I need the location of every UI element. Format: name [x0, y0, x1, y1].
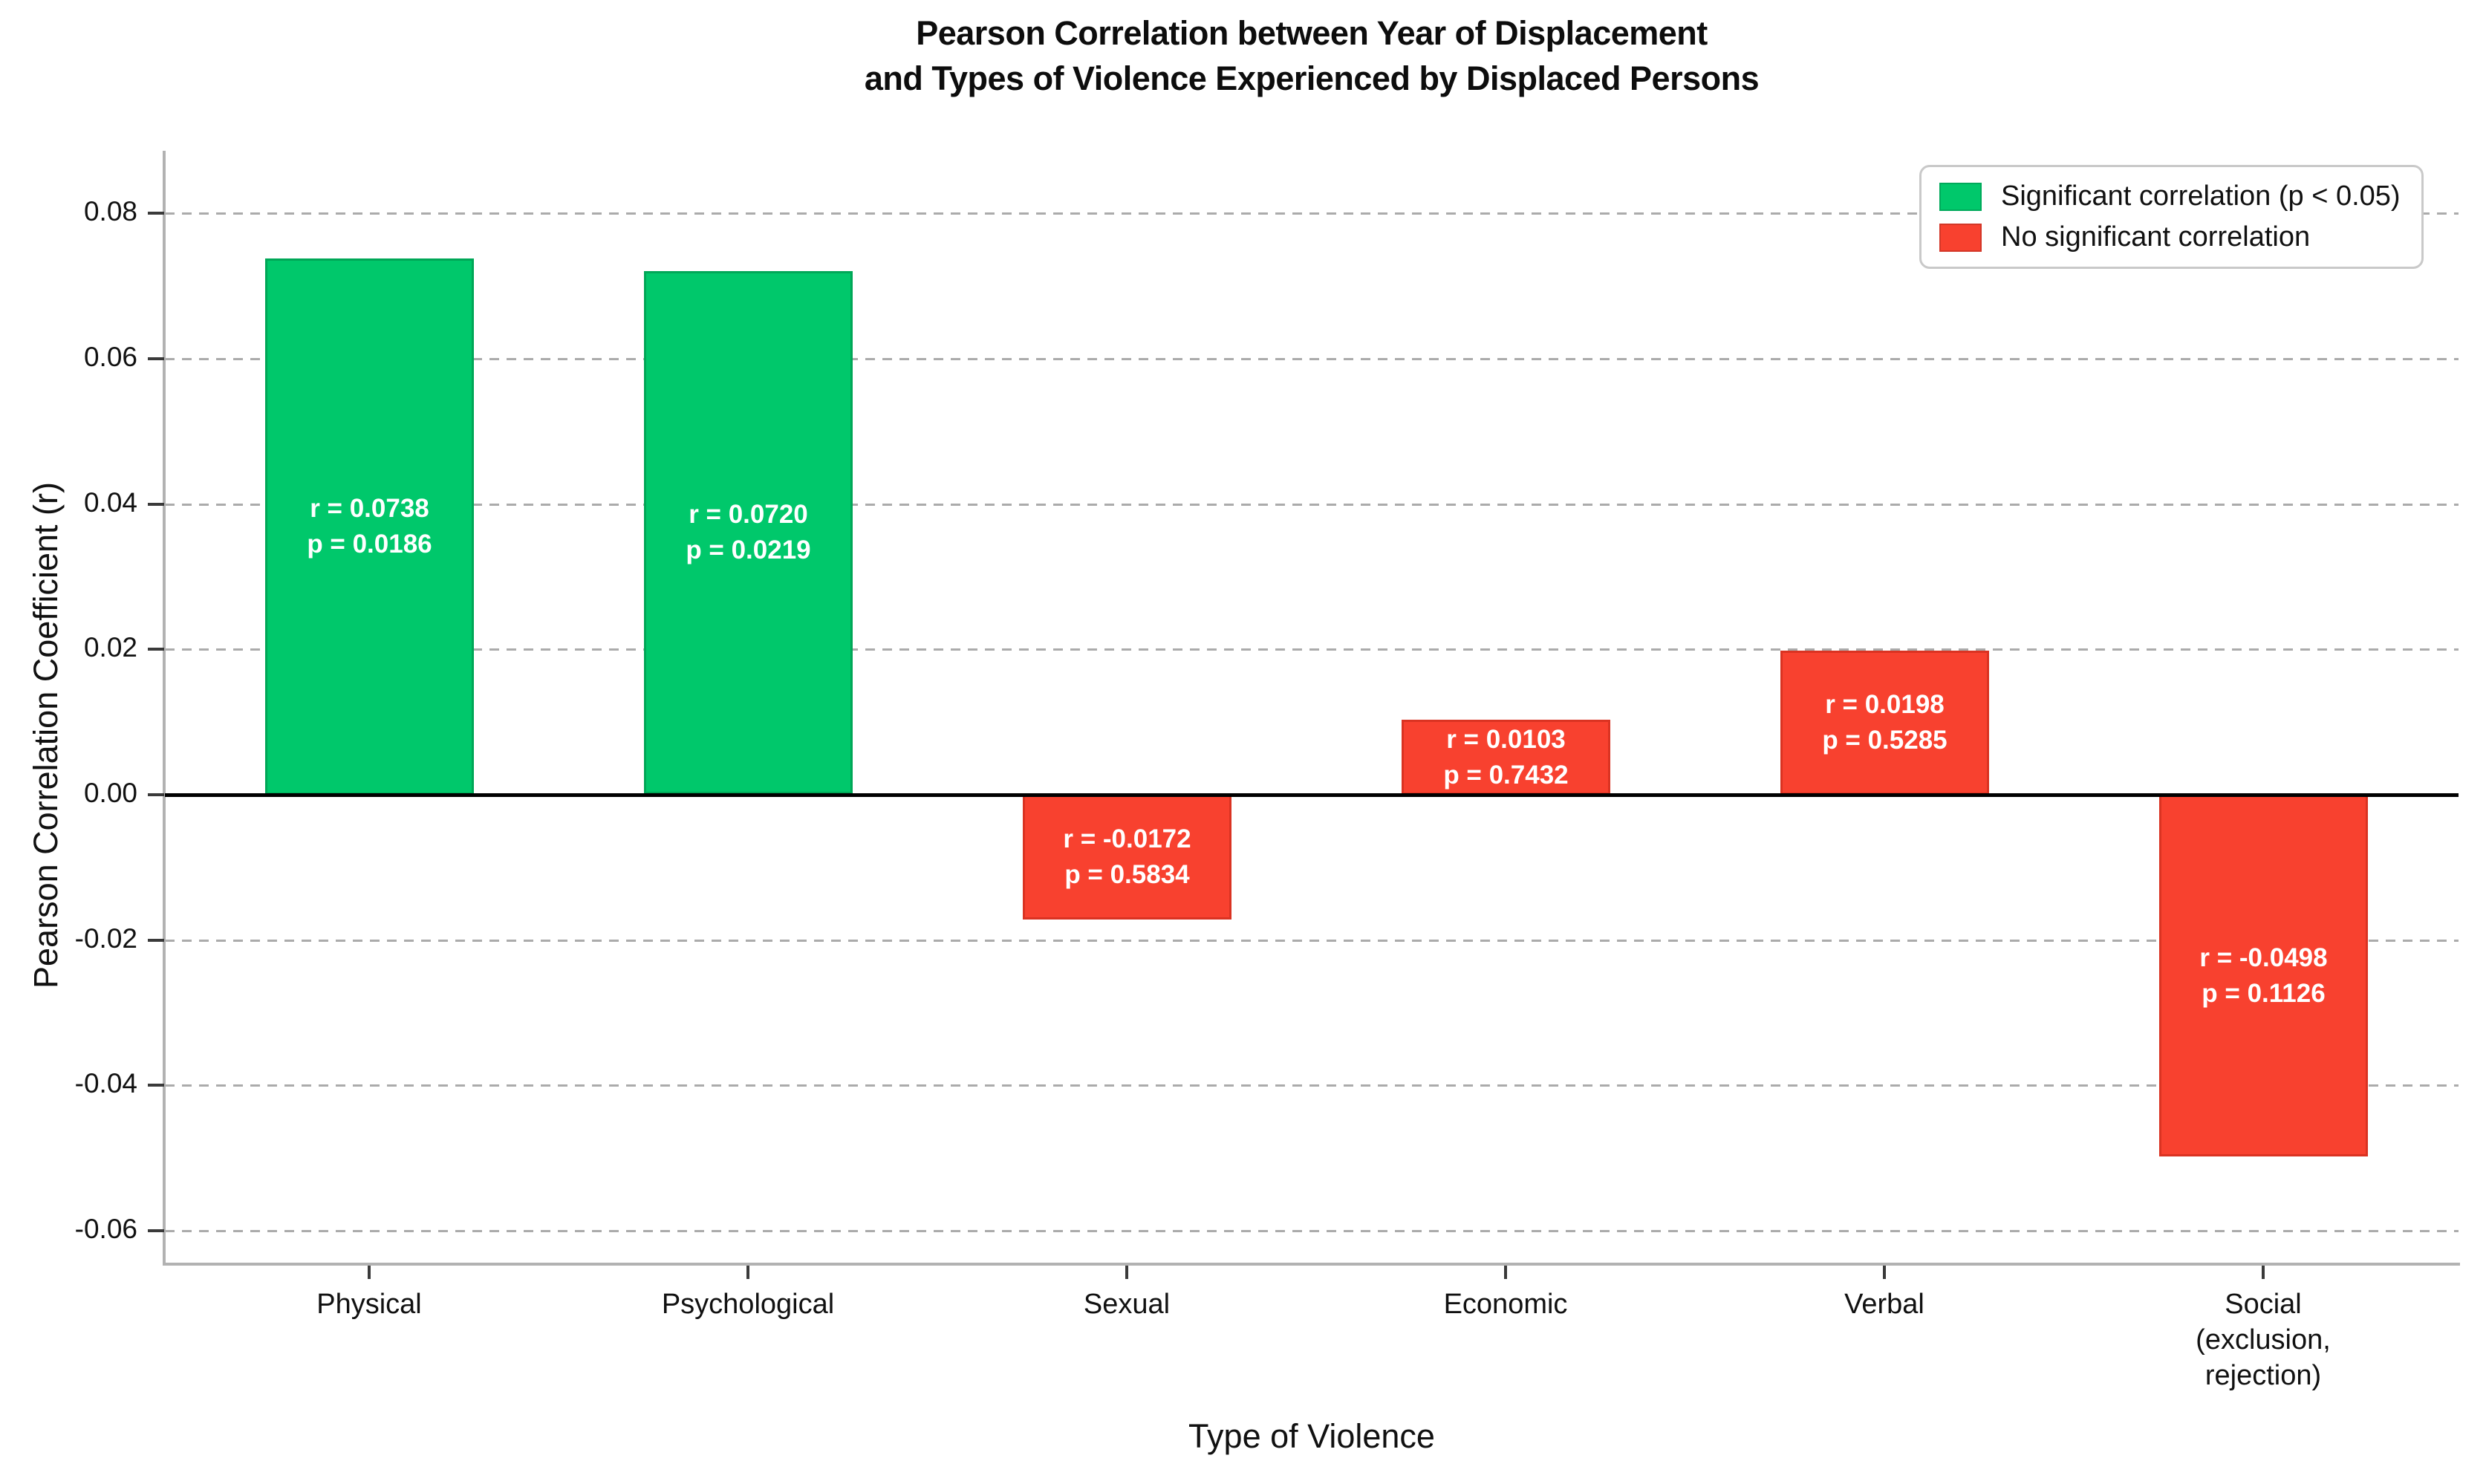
bar-p-value: p = 0.5834 [1064, 860, 1190, 889]
chart-title-line2: and Types of Violence Experienced by Dis… [864, 59, 1760, 97]
bar-social-exclusion-rejection-: r = -0.0498 p = 0.1126 [2159, 795, 2368, 1156]
x-tick-mark [1504, 1266, 1507, 1279]
zero-axhline [165, 793, 2459, 797]
legend-entry: Significant correlation (p < 0.05) [1939, 180, 2401, 212]
y-axis-title: Pearson Correlation Coefficient (r) [27, 482, 65, 989]
y-tick-mark [148, 648, 164, 651]
x-tick-label: Sexual [971, 1286, 1283, 1322]
x-tick-label: Social (exclusion, rejection) [2107, 1286, 2419, 1393]
x-tick-label: Economic [1350, 1286, 1662, 1322]
gridline-y--0.02 [165, 940, 2459, 942]
x-tick-label-line: Physical [316, 1289, 422, 1320]
y-tick-label: 0.00 [83, 778, 137, 808]
legend-label: No significant correlation [2001, 221, 2311, 253]
bar-value-label: r = -0.0498 p = 0.1126 [2199, 940, 2327, 1012]
x-tick-mark [1125, 1266, 1128, 1279]
bar-economic: r = 0.0103 p = 0.7432 [1402, 720, 1610, 795]
y-tick-label: -0.02 [74, 923, 137, 954]
y-tick-label: 0.04 [83, 487, 137, 518]
y-tick-mark [148, 939, 164, 942]
x-tick-label-line: Economic [1443, 1289, 1568, 1320]
bar-physical: r = 0.0738 p = 0.0186 [265, 258, 474, 795]
bar-psychological: r = 0.0720 p = 0.0219 [644, 271, 853, 794]
x-tick-label-line: Social [2225, 1289, 2302, 1320]
bar-value-label: r = 0.0198 p = 0.5285 [1822, 687, 1947, 758]
bar-p-value: p = 0.5285 [1822, 726, 1948, 755]
legend-label: Significant correlation (p < 0.05) [2001, 180, 2401, 212]
x-tick-mark [2262, 1266, 2265, 1279]
y-tick-label: 0.06 [83, 342, 137, 372]
x-tick-label-line: Verbal [1844, 1289, 1924, 1320]
bar-value-label: r = -0.0172 p = 0.5834 [1063, 821, 1191, 893]
gridline-y--0.06 [165, 1230, 2459, 1232]
legend-entry: No significant correlation [1939, 221, 2401, 253]
chart-title: Pearson Correlation between Year of Disp… [165, 10, 2459, 101]
gridline-y-0.02 [165, 648, 2459, 651]
bar-value-label: r = 0.0720 p = 0.0219 [686, 497, 810, 568]
x-tick-label-line: Psychological [661, 1289, 835, 1320]
bar-sexual: r = -0.0172 p = 0.5834 [1023, 795, 1231, 920]
x-tick-label-line: rejection) [2204, 1360, 2322, 1391]
y-tick-mark [148, 503, 164, 506]
legend: Significant correlation (p < 0.05) No sig… [1919, 165, 2424, 269]
x-axis-spine [163, 1263, 2460, 1266]
gridline-y-0.04 [165, 504, 2459, 506]
y-tick-mark [148, 1229, 164, 1232]
y-tick-label: 0.02 [83, 632, 137, 663]
bar-p-value: p = 0.7432 [1443, 760, 1569, 790]
bar-p-value: p = 0.0186 [307, 530, 432, 559]
bar-verbal: r = 0.0198 p = 0.5285 [1780, 651, 1989, 795]
x-tick-label-line: (exclusion, [2196, 1324, 2331, 1356]
x-tick-mark [368, 1266, 371, 1279]
y-tick-label: 0.08 [83, 196, 137, 227]
y-tick-mark [148, 793, 164, 796]
legend-swatch [1939, 223, 1982, 252]
x-tick-mark [1883, 1266, 1886, 1279]
gridline-y-0.08 [165, 212, 2459, 215]
bar-r-value: r = 0.0198 [1825, 690, 1945, 719]
bar-p-value: p = 0.0219 [686, 536, 811, 564]
chart-title-line1: Pearson Correlation between Year of Disp… [916, 14, 1708, 52]
bar-r-value: r = 0.0738 [310, 494, 429, 523]
y-tick-mark [148, 1084, 164, 1087]
x-tick-label: Psychological [592, 1286, 904, 1322]
y-tick-label: -0.06 [74, 1214, 137, 1244]
gridline-y--0.04 [165, 1084, 2459, 1087]
y-tick-mark [148, 212, 164, 215]
x-axis-title: Type of Violence [1188, 1417, 1435, 1455]
bar-p-value: p = 0.1126 [2202, 978, 2326, 1008]
x-tick-label: Physical [213, 1286, 525, 1322]
bar-r-value: r = 0.0103 [1446, 724, 1566, 754]
bar-value-label: r = 0.0103 p = 0.7432 [1443, 722, 1568, 793]
x-tick-label: Verbal [1728, 1286, 2040, 1322]
bar-value-label: r = 0.0738 p = 0.0186 [307, 491, 432, 562]
y-axis-spine [163, 151, 166, 1265]
bar-r-value: r = -0.0498 [2199, 943, 2328, 972]
legend-swatch [1939, 182, 1982, 211]
x-tick-mark [746, 1266, 749, 1279]
bar-r-value: r = 0.0720 [689, 500, 808, 529]
bar-r-value: r = -0.0172 [1063, 824, 1191, 853]
x-tick-label-line: Sexual [1083, 1289, 1171, 1320]
gridline-y-0.06 [165, 358, 2459, 360]
y-tick-label: -0.04 [74, 1068, 137, 1099]
y-tick-mark [148, 357, 164, 360]
